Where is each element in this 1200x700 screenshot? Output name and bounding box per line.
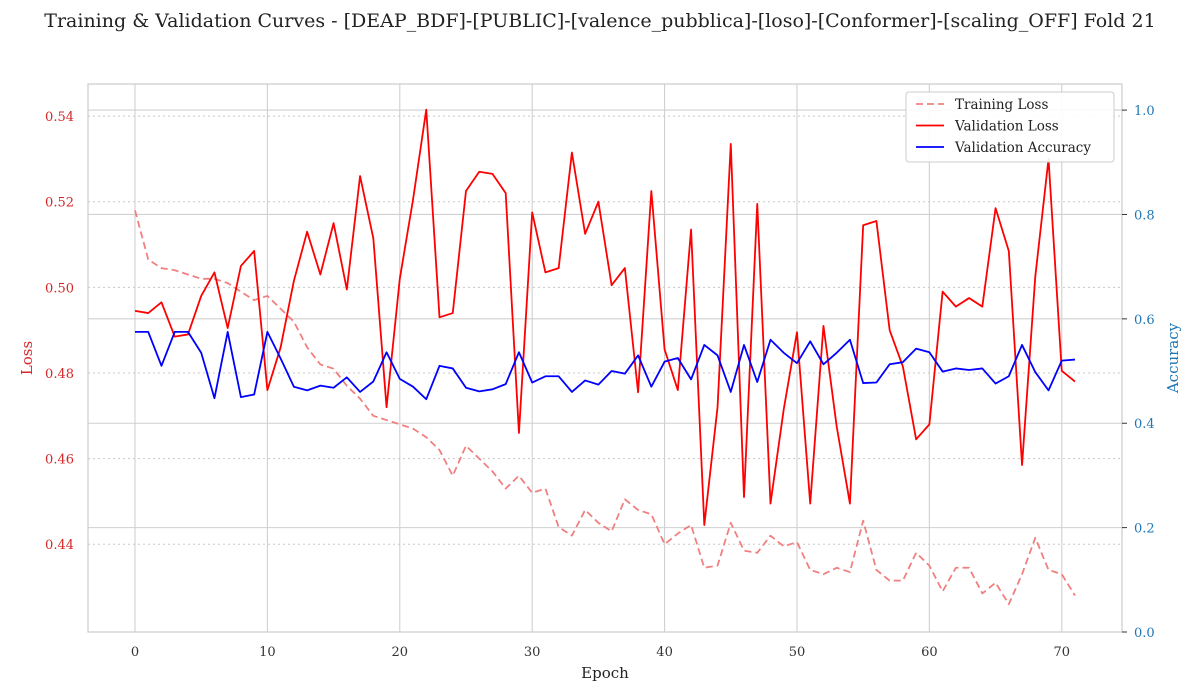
grid-layer (88, 84, 1122, 633)
y-left-tick-label: 0.46 (45, 453, 74, 468)
y-left-tick-label: 0.52 (45, 196, 74, 211)
x-tick-label: 10 (259, 645, 276, 660)
y-right-tick-label: 0.2 (1134, 522, 1155, 537)
x-axis-label: Epoch (581, 664, 629, 682)
x-tick-label: 30 (524, 645, 541, 660)
y-left-tick-label: 0.44 (45, 538, 74, 553)
x-tick-label: 20 (392, 645, 409, 660)
plot-frame (87, 83, 1123, 633)
y-left-tick-label: 0.54 (45, 110, 74, 125)
y-left-tick-label: 0.48 (45, 367, 74, 382)
series-line-validation-accuracy (135, 330, 1076, 401)
y-left-tick-label: 0.50 (45, 281, 74, 296)
series-layer (134, 108, 1076, 606)
series-line-validation-loss (134, 108, 1076, 526)
y-right-tick-label: 0.8 (1134, 208, 1155, 223)
legend-label: Validation Loss (954, 119, 1059, 135)
chart-title: Training & Validation Curves - [DEAP_BDF… (44, 10, 1156, 32)
y-axis-right-label: Accuracy (1164, 322, 1182, 394)
legend-frame (905, 91, 1115, 163)
series-line-training-loss (134, 210, 1076, 606)
x-tick-label: 50 (789, 645, 806, 660)
x-tick-label: 0 (131, 645, 139, 660)
x-tick-label: 70 (1053, 645, 1070, 660)
y-right-tick-label: 0.4 (1134, 417, 1155, 432)
legend-label: Training Loss (955, 97, 1048, 113)
x-tick-label: 60 (921, 645, 938, 660)
axes-layer: 0 10 20 30 40 50 60 70 0.0 0.2 0.4 0.6 0.8 1.0 0.44 0.4… (45, 104, 1155, 660)
legend-label: Validation Accuracy (954, 140, 1091, 156)
y-right-tick-label: 0.6 (1134, 313, 1155, 328)
y-right-tick-label: 1.0 (1134, 104, 1155, 119)
x-tick-label: 40 (656, 645, 673, 660)
y-right-tick-label: 0.0 (1134, 626, 1155, 641)
y-axis-left-label: Loss (18, 341, 36, 375)
legend: Training Loss Validation Loss Validation A… (905, 91, 1115, 163)
